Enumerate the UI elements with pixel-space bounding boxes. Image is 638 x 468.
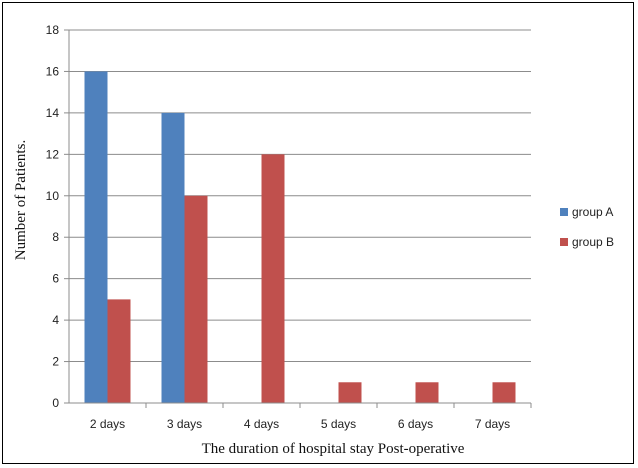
bar-group-b-7-days bbox=[492, 382, 516, 403]
x-tick-label: 7 days bbox=[475, 417, 510, 431]
y-tick-label: 10 bbox=[46, 189, 60, 203]
bar-chart: 0 2 4 6 8 10 12 14 16 18 2 days 3 days 4 days 5 days… bbox=[13, 23, 614, 457]
bar-group-b-2-days bbox=[107, 299, 131, 403]
y-tick-label: 8 bbox=[52, 230, 59, 244]
legend-swatch bbox=[560, 208, 568, 216]
x-tick-label: 4 days bbox=[244, 417, 279, 431]
y-tick-label: 16 bbox=[46, 64, 60, 78]
legend: group A group B bbox=[560, 205, 614, 249]
y-tick-labels: 0 2 4 6 8 10 12 14 16 18 bbox=[46, 23, 60, 410]
legend-swatch bbox=[560, 238, 568, 246]
legend-label: group A bbox=[572, 205, 613, 219]
bar-group-a-3-days bbox=[161, 112, 185, 403]
bar-group-b-4-days bbox=[261, 154, 285, 403]
y-tick-label: 2 bbox=[52, 355, 59, 369]
y-tick-label: 4 bbox=[52, 313, 59, 327]
x-tick-label: 5 days bbox=[321, 417, 356, 431]
bar-group-a-2-days bbox=[84, 71, 108, 403]
gridlines bbox=[69, 29, 531, 363]
bar-group-b-5-days bbox=[338, 382, 362, 403]
x-tick-label: 2 days bbox=[90, 417, 125, 431]
y-tick-label: 14 bbox=[46, 106, 60, 120]
bars bbox=[84, 71, 516, 403]
bar-group-b-3-days bbox=[184, 195, 208, 403]
x-axis-title: The duration of hospital stay Post-opera… bbox=[202, 441, 465, 457]
legend-label: group B bbox=[572, 235, 614, 249]
y-tick-label: 12 bbox=[46, 147, 60, 161]
y-tick-label: 0 bbox=[52, 396, 59, 410]
y-tick-label: 6 bbox=[52, 272, 59, 286]
y-axis-title: Number of Patients. bbox=[13, 140, 29, 260]
x-tick-label: 3 days bbox=[167, 417, 202, 431]
y-tick-label: 18 bbox=[46, 23, 60, 37]
chart-frame: 0 2 4 6 8 10 12 14 16 18 2 days 3 days 4 days 5 days… bbox=[2, 2, 634, 464]
bar-group-b-6-days bbox=[415, 382, 439, 403]
x-tick-label: 6 days bbox=[398, 417, 433, 431]
x-tick-labels: 2 days 3 days 4 days 5 days 6 days 7 days bbox=[90, 417, 510, 431]
axes bbox=[64, 29, 532, 408]
